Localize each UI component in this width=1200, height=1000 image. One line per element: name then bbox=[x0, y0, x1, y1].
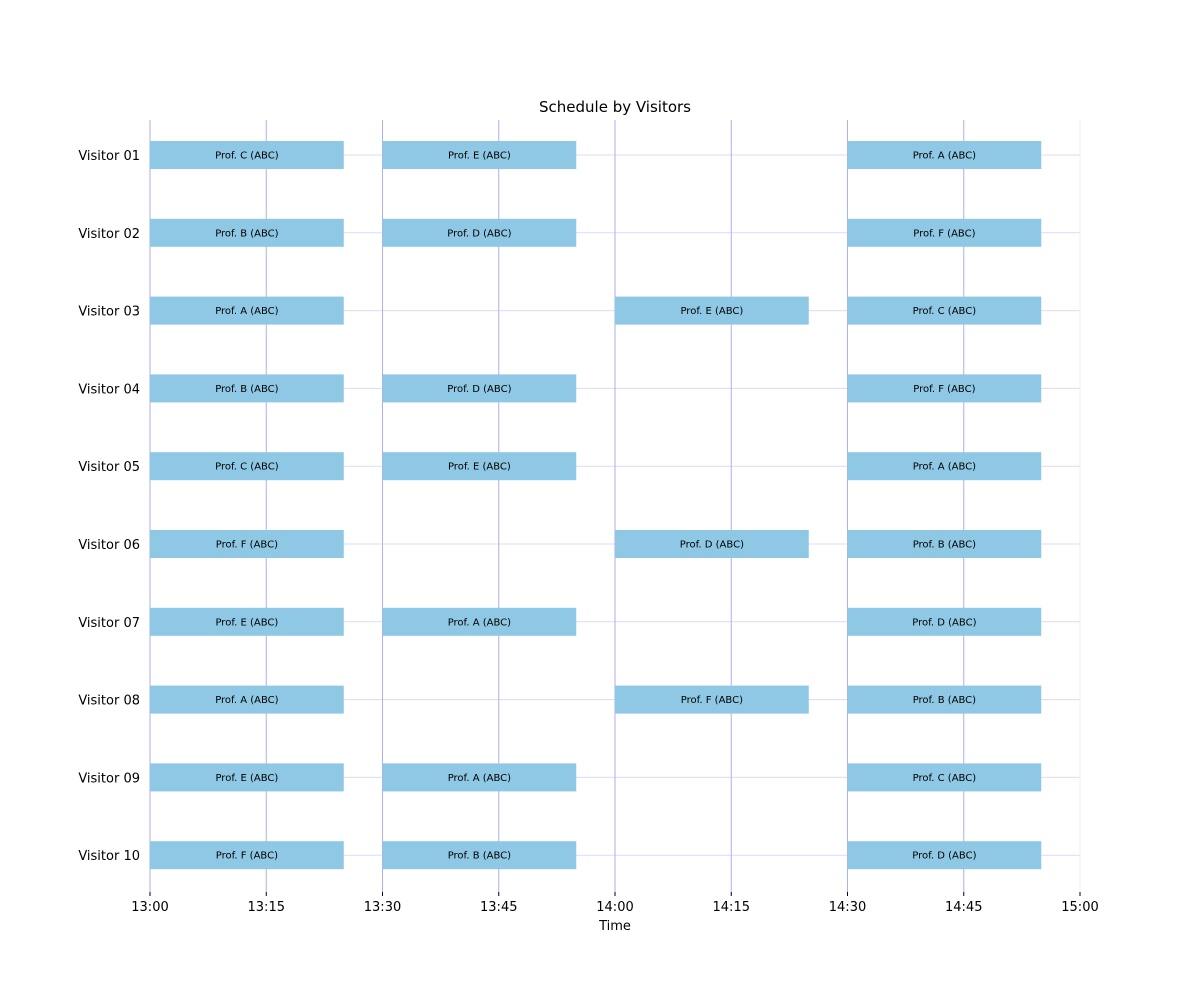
meeting-bar bbox=[847, 374, 1042, 403]
meeting-bars: Prof. C (ABC) Prof. E (ABC) Prof. A (ABC) P… bbox=[150, 141, 1042, 870]
meeting-bar-label: Prof. F (ABC) bbox=[216, 540, 278, 551]
meeting-bar bbox=[150, 452, 344, 481]
meeting-bar bbox=[847, 452, 1042, 481]
meeting-bar-label: Prof. E (ABC) bbox=[448, 462, 511, 473]
meeting-bar-label: Prof. B (ABC) bbox=[913, 540, 976, 551]
meeting-bar bbox=[847, 607, 1042, 636]
meeting-bar bbox=[847, 763, 1042, 792]
meeting-bar bbox=[150, 218, 344, 247]
meeting-bar-label: Prof. B (ABC) bbox=[913, 695, 976, 706]
x-tick-label: 14:00 bbox=[596, 900, 633, 915]
meeting-bar bbox=[382, 141, 577, 169]
meeting-bar-label: Prof. C (ABC) bbox=[913, 306, 977, 317]
meeting-bar-label: Prof. E (ABC) bbox=[215, 617, 278, 628]
meeting-bar-label: Prof. E (ABC) bbox=[448, 151, 511, 162]
meeting-bar bbox=[382, 841, 577, 870]
y-tick-label: Visitor 07 bbox=[78, 616, 140, 631]
meeting-bar bbox=[847, 218, 1042, 247]
meeting-bar-label: Prof. A (ABC) bbox=[448, 773, 511, 784]
x-tick-label: 14:30 bbox=[829, 900, 866, 915]
x-axis-tick-labels: 13:00 13:15 13:30 13:45 14:00 14:15 14:30 14:45… bbox=[131, 892, 1099, 915]
meeting-bar bbox=[847, 841, 1042, 870]
meeting-bar bbox=[150, 685, 344, 714]
meeting-bar-label: Prof. B (ABC) bbox=[215, 384, 278, 395]
meeting-bar-label: Prof. F (ABC) bbox=[913, 384, 975, 395]
meeting-bar bbox=[847, 685, 1042, 714]
meeting-bar-label: Prof. A (ABC) bbox=[913, 151, 976, 162]
meeting-bar-label: Prof. A (ABC) bbox=[215, 695, 278, 706]
x-tick-label: 13:45 bbox=[480, 900, 517, 915]
chart-title: Schedule by Visitors bbox=[539, 98, 691, 116]
meeting-bar-label: Prof. B (ABC) bbox=[215, 228, 278, 239]
meeting-bar-label: Prof. C (ABC) bbox=[215, 462, 279, 473]
meeting-bar bbox=[847, 296, 1042, 325]
meeting-bar-label: Prof. A (ABC) bbox=[913, 462, 976, 473]
meeting-bar bbox=[615, 530, 809, 558]
vertical-gridlines bbox=[149, 120, 1081, 892]
meeting-bar bbox=[150, 607, 344, 636]
meeting-bar bbox=[382, 763, 577, 792]
y-tick-label: Visitor 08 bbox=[78, 694, 140, 709]
meeting-bar-label: Prof. D (ABC) bbox=[680, 540, 744, 551]
y-axis-tick-labels: Visitor 01 Visitor 02 Visitor 03 Visitor 04… bbox=[78, 149, 140, 864]
meeting-bar-label: Prof. E (ABC) bbox=[680, 306, 743, 317]
meeting-bar-label: Prof. A (ABC) bbox=[448, 617, 511, 628]
x-tick-label: 13:15 bbox=[248, 900, 285, 915]
meeting-bar-label: Prof. D (ABC) bbox=[912, 617, 976, 628]
x-tick-label: 14:45 bbox=[945, 900, 982, 915]
x-tick-label: 15:00 bbox=[1061, 900, 1098, 915]
meeting-bar bbox=[382, 374, 577, 403]
meeting-bar-label: Prof. C (ABC) bbox=[215, 151, 279, 162]
x-axis-label: Time bbox=[598, 919, 631, 934]
meeting-bar-label: Prof. D (ABC) bbox=[447, 384, 511, 395]
meeting-bar bbox=[847, 530, 1042, 558]
meeting-bar bbox=[382, 607, 577, 636]
meeting-bar-label: Prof. E (ABC) bbox=[215, 773, 278, 784]
y-tick-label: Visitor 04 bbox=[78, 382, 140, 397]
meeting-bar bbox=[615, 685, 809, 714]
y-tick-label: Visitor 01 bbox=[78, 149, 140, 164]
meeting-bar-label: Prof. D (ABC) bbox=[447, 228, 511, 239]
meeting-bar bbox=[615, 296, 809, 325]
meeting-bar bbox=[150, 296, 344, 325]
meeting-bar bbox=[382, 452, 577, 481]
meeting-bar bbox=[150, 374, 344, 403]
meeting-bar bbox=[847, 141, 1042, 169]
meeting-bar bbox=[150, 841, 344, 870]
y-tick-label: Visitor 09 bbox=[78, 771, 140, 786]
y-tick-label: Visitor 03 bbox=[78, 305, 140, 320]
meeting-bar-label: Prof. F (ABC) bbox=[681, 695, 743, 706]
y-tick-label: Visitor 05 bbox=[78, 460, 140, 475]
meeting-bar bbox=[382, 218, 577, 247]
x-tick-label: 14:15 bbox=[713, 900, 750, 915]
meeting-bar-label: Prof. B (ABC) bbox=[448, 851, 511, 862]
x-tick-label: 13:30 bbox=[364, 900, 401, 915]
meeting-bar-label: Prof. F (ABC) bbox=[913, 228, 975, 239]
meeting-bar bbox=[150, 530, 344, 558]
y-tick-label: Visitor 02 bbox=[78, 227, 140, 242]
meeting-bar bbox=[150, 141, 344, 169]
y-tick-label: Visitor 10 bbox=[78, 849, 140, 864]
meeting-bar-label: Prof. F (ABC) bbox=[216, 851, 278, 862]
x-tick-label: 13:00 bbox=[131, 900, 168, 915]
meeting-bar-label: Prof. A (ABC) bbox=[215, 306, 278, 317]
meeting-bar bbox=[150, 763, 344, 792]
meeting-bar-label: Prof. D (ABC) bbox=[912, 851, 976, 862]
meeting-bar-label: Prof. C (ABC) bbox=[913, 773, 977, 784]
y-tick-label: Visitor 06 bbox=[78, 538, 140, 553]
